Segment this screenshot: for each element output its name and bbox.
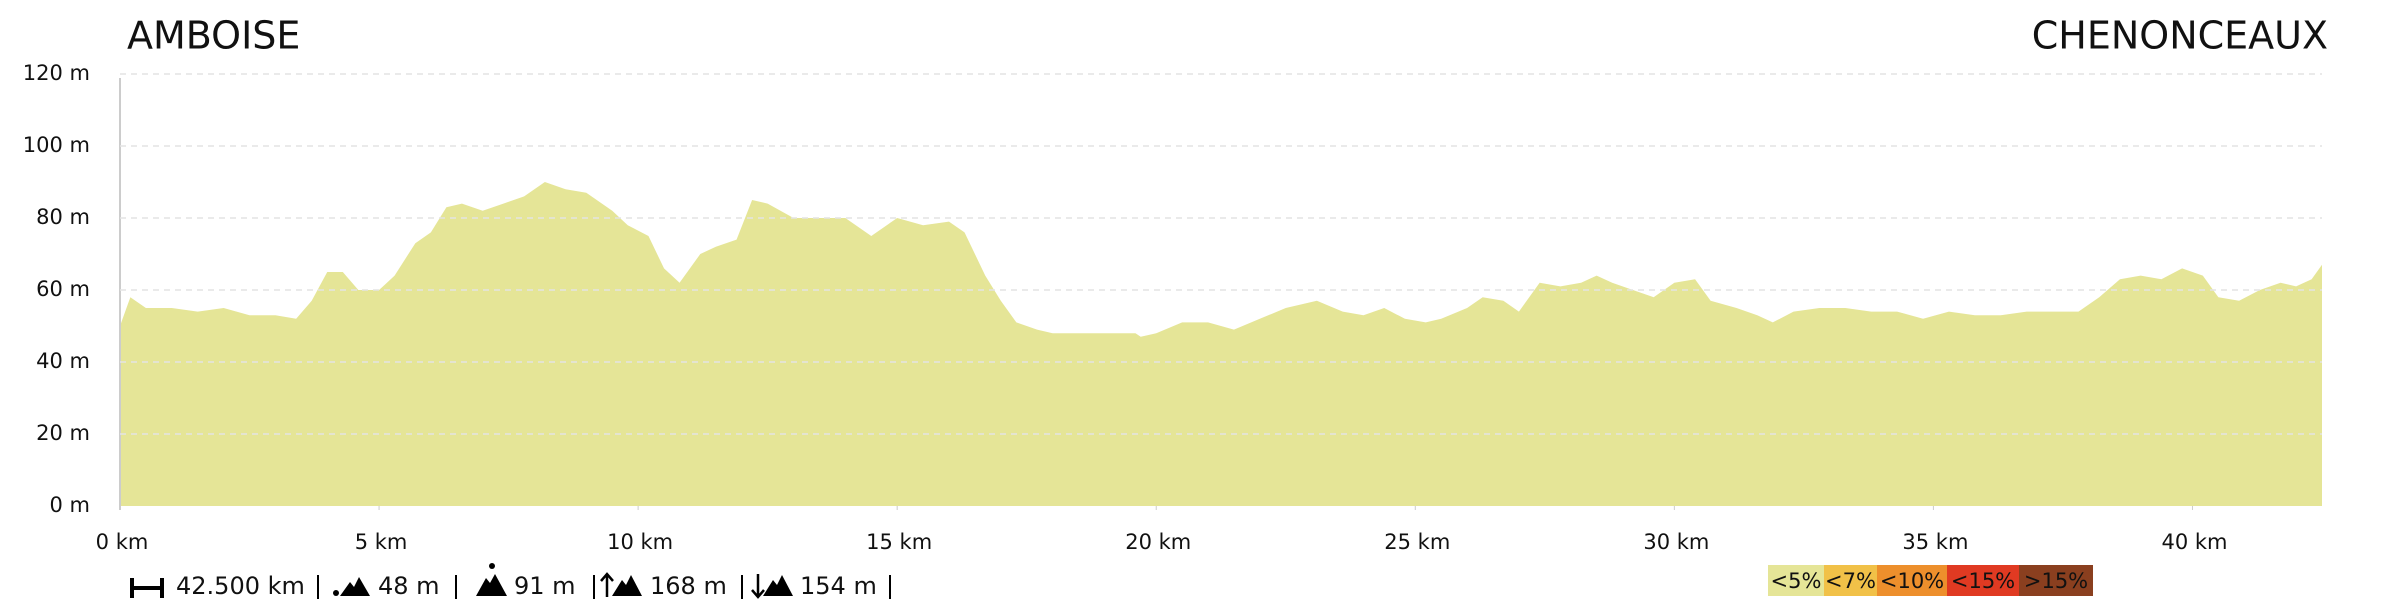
- ascent-icon: [600, 572, 642, 597]
- stat-value: 154 m: [800, 572, 877, 600]
- y-tick-label: 120 m: [23, 61, 90, 85]
- distance-icon: [130, 578, 164, 598]
- min-elevation-icon: [333, 577, 370, 596]
- end-label: CHENONCEAUX: [2032, 14, 2328, 58]
- legend-label: <5%: [1771, 569, 1822, 593]
- stats-bar: 42.500 km 48 m 91 m 168 m 154 m: [130, 563, 891, 600]
- y-tick-label: 60 m: [36, 277, 90, 301]
- x-tick-label: 20 km: [1125, 530, 1191, 554]
- x-tick-label: 35 km: [1902, 530, 1968, 554]
- x-tick-label: 10 km: [607, 530, 673, 554]
- y-tick-label: 20 m: [36, 421, 90, 445]
- start-label: AMBOISE: [127, 14, 300, 58]
- legend-swatch: [1877, 565, 1947, 596]
- y-tick-label: 100 m: [23, 133, 90, 157]
- stat-value: 91 m: [514, 572, 576, 600]
- x-tick-label: 30 km: [1643, 530, 1709, 554]
- x-tick-label: 5 km: [355, 530, 408, 554]
- y-tick-label: 40 m: [36, 349, 90, 373]
- x-tick-label: 40 km: [2161, 530, 2227, 554]
- stat-value: 48 m: [378, 572, 440, 600]
- y-tick-label: 0 m: [50, 493, 91, 517]
- legend-label: <7%: [1825, 569, 1876, 593]
- legend-swatch: [1768, 565, 1824, 596]
- x-tick-label: 0 km: [96, 530, 149, 554]
- legend-swatch: [2019, 565, 2093, 596]
- y-tick-label: 80 m: [36, 205, 90, 229]
- elevation-area: [120, 182, 2322, 506]
- stat-value: 168 m: [650, 572, 727, 600]
- legend-label: <15%: [1951, 569, 2015, 593]
- legend-swatch: [1824, 565, 1877, 596]
- legend-label: >15%: [2024, 569, 2088, 593]
- legend-label: <10%: [1880, 569, 1944, 593]
- max-elevation-icon: [476, 563, 507, 596]
- stat-value: 42.500 km: [176, 572, 305, 600]
- descent-icon: [751, 574, 793, 599]
- x-tick-label: 25 km: [1384, 530, 1450, 554]
- legend-swatch: [1947, 565, 2019, 596]
- x-tick-label: 15 km: [866, 530, 932, 554]
